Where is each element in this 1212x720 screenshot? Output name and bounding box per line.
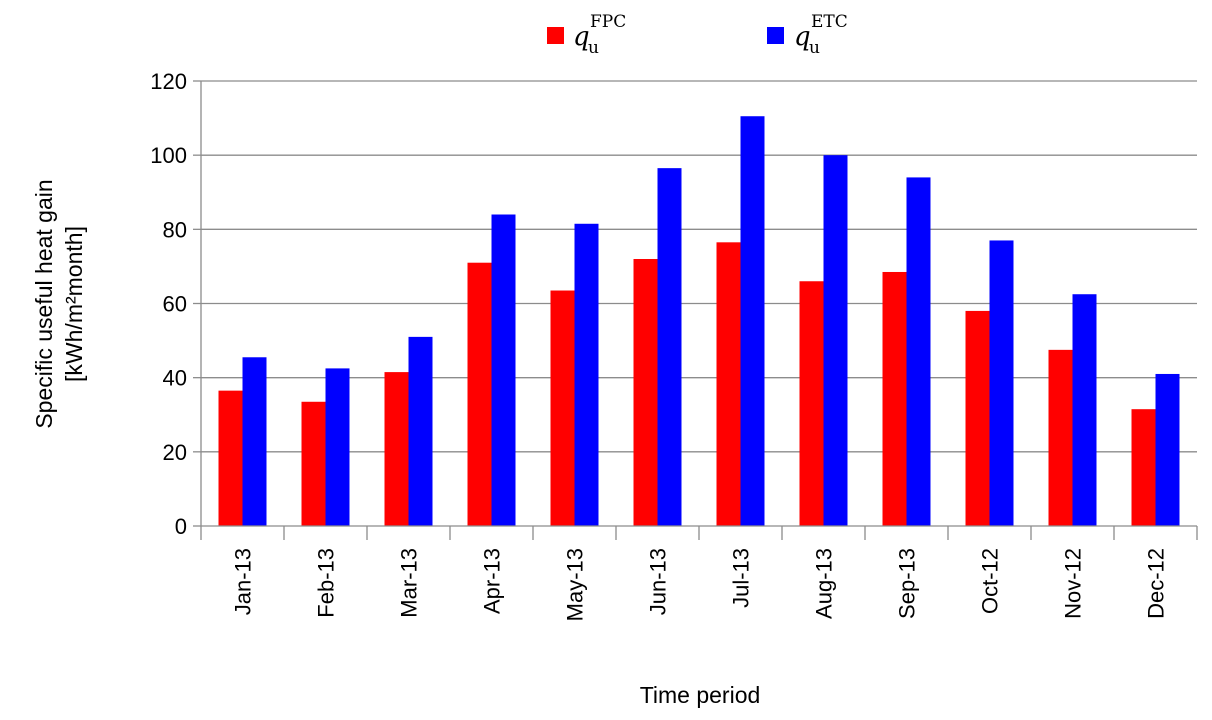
bar-fpc-nov-12: [1048, 349, 1073, 526]
bar-etc-apr-13: [491, 214, 516, 526]
y-tick-label: 0: [175, 514, 187, 539]
bar-etc-mar-13: [408, 336, 433, 526]
x-axis-title: Time period: [640, 682, 761, 708]
y-tick-label: 80: [163, 217, 187, 242]
bar-etc-may-13: [574, 223, 599, 527]
bar-fpc-jun-13: [633, 259, 658, 526]
legend: q u FPC q u ETC: [547, 12, 848, 58]
x-tick-label: May-13: [563, 548, 588, 621]
y-tick-labels: 0 20 40 60 80 100 120: [150, 69, 187, 539]
bar-etc-feb-13: [325, 368, 350, 526]
bar-fpc-sep-13: [882, 271, 907, 526]
bar-fpc-feb-13: [301, 401, 326, 526]
y-axis-title-line2: [kWh/m²month]: [61, 226, 87, 382]
y-tick-label: 60: [163, 292, 187, 317]
bar-etc-oct-12: [989, 240, 1014, 527]
bar-etc-sep-13: [906, 177, 931, 526]
x-tick-label: Oct-12: [978, 548, 1003, 614]
bar-fpc-aug-13: [799, 281, 824, 526]
legend-superscript-etc: ETC: [811, 12, 848, 32]
x-tick-labels: Jan-13 Feb-13 Mar-13 Apr-13 May-13 Jun-13 Jul-…: [231, 548, 1169, 621]
y-tick-label: 20: [163, 440, 187, 465]
bar-fpc-apr-13: [467, 262, 492, 526]
gridlines: [193, 80, 1197, 527]
x-tick-label: Sep-13: [895, 548, 920, 619]
bar-etc-aug-13: [823, 155, 848, 526]
legend-item-etc: q u ETC: [767, 12, 848, 58]
y-axis-title-line1: Specific useful heat gain: [31, 179, 57, 428]
bar-etc-nov-12: [1072, 294, 1097, 526]
legend-subscript-etc: u: [809, 38, 820, 58]
bar-fpc-jul-13: [716, 242, 741, 526]
legend-swatch-etc: [767, 27, 784, 44]
legend-swatch-fpc: [547, 27, 564, 44]
x-tick-label: Jul-13: [729, 548, 754, 608]
bar-etc-dec-12: [1155, 373, 1180, 526]
x-tick-label: Jan-13: [231, 548, 256, 615]
x-tick-label: Aug-13: [812, 548, 837, 619]
bar-fpc-dec-12: [1131, 409, 1156, 526]
y-tick-label: 120: [150, 69, 187, 94]
x-tick-label: Jun-13: [646, 548, 671, 615]
legend-symbol-fpc: q: [573, 22, 590, 52]
axes: [200, 81, 1198, 540]
bar-fpc-may-13: [550, 290, 575, 526]
x-tick-label: Nov-12: [1061, 548, 1086, 619]
y-tick-label: 100: [150, 143, 187, 168]
x-tick-label: Dec-12: [1144, 548, 1169, 619]
bars: [218, 116, 1180, 527]
legend-superscript-fpc: FPC: [590, 12, 626, 32]
legend-item-fpc: q u FPC: [547, 12, 626, 58]
bar-etc-jan-13: [242, 357, 267, 526]
x-tick-label: Feb-13: [314, 548, 339, 618]
x-tick-label: Apr-13: [480, 548, 505, 614]
bar-etc-jul-13: [740, 116, 765, 527]
y-tick-label: 40: [163, 366, 187, 391]
legend-symbol-etc: q: [794, 22, 811, 52]
bar-fpc-mar-13: [384, 372, 409, 526]
bar-fpc-jan-13: [218, 390, 243, 526]
bar-etc-jun-13: [657, 168, 682, 527]
bar-fpc-oct-12: [965, 310, 990, 526]
legend-subscript-fpc: u: [588, 38, 599, 58]
x-tick-label: Mar-13: [397, 548, 422, 618]
